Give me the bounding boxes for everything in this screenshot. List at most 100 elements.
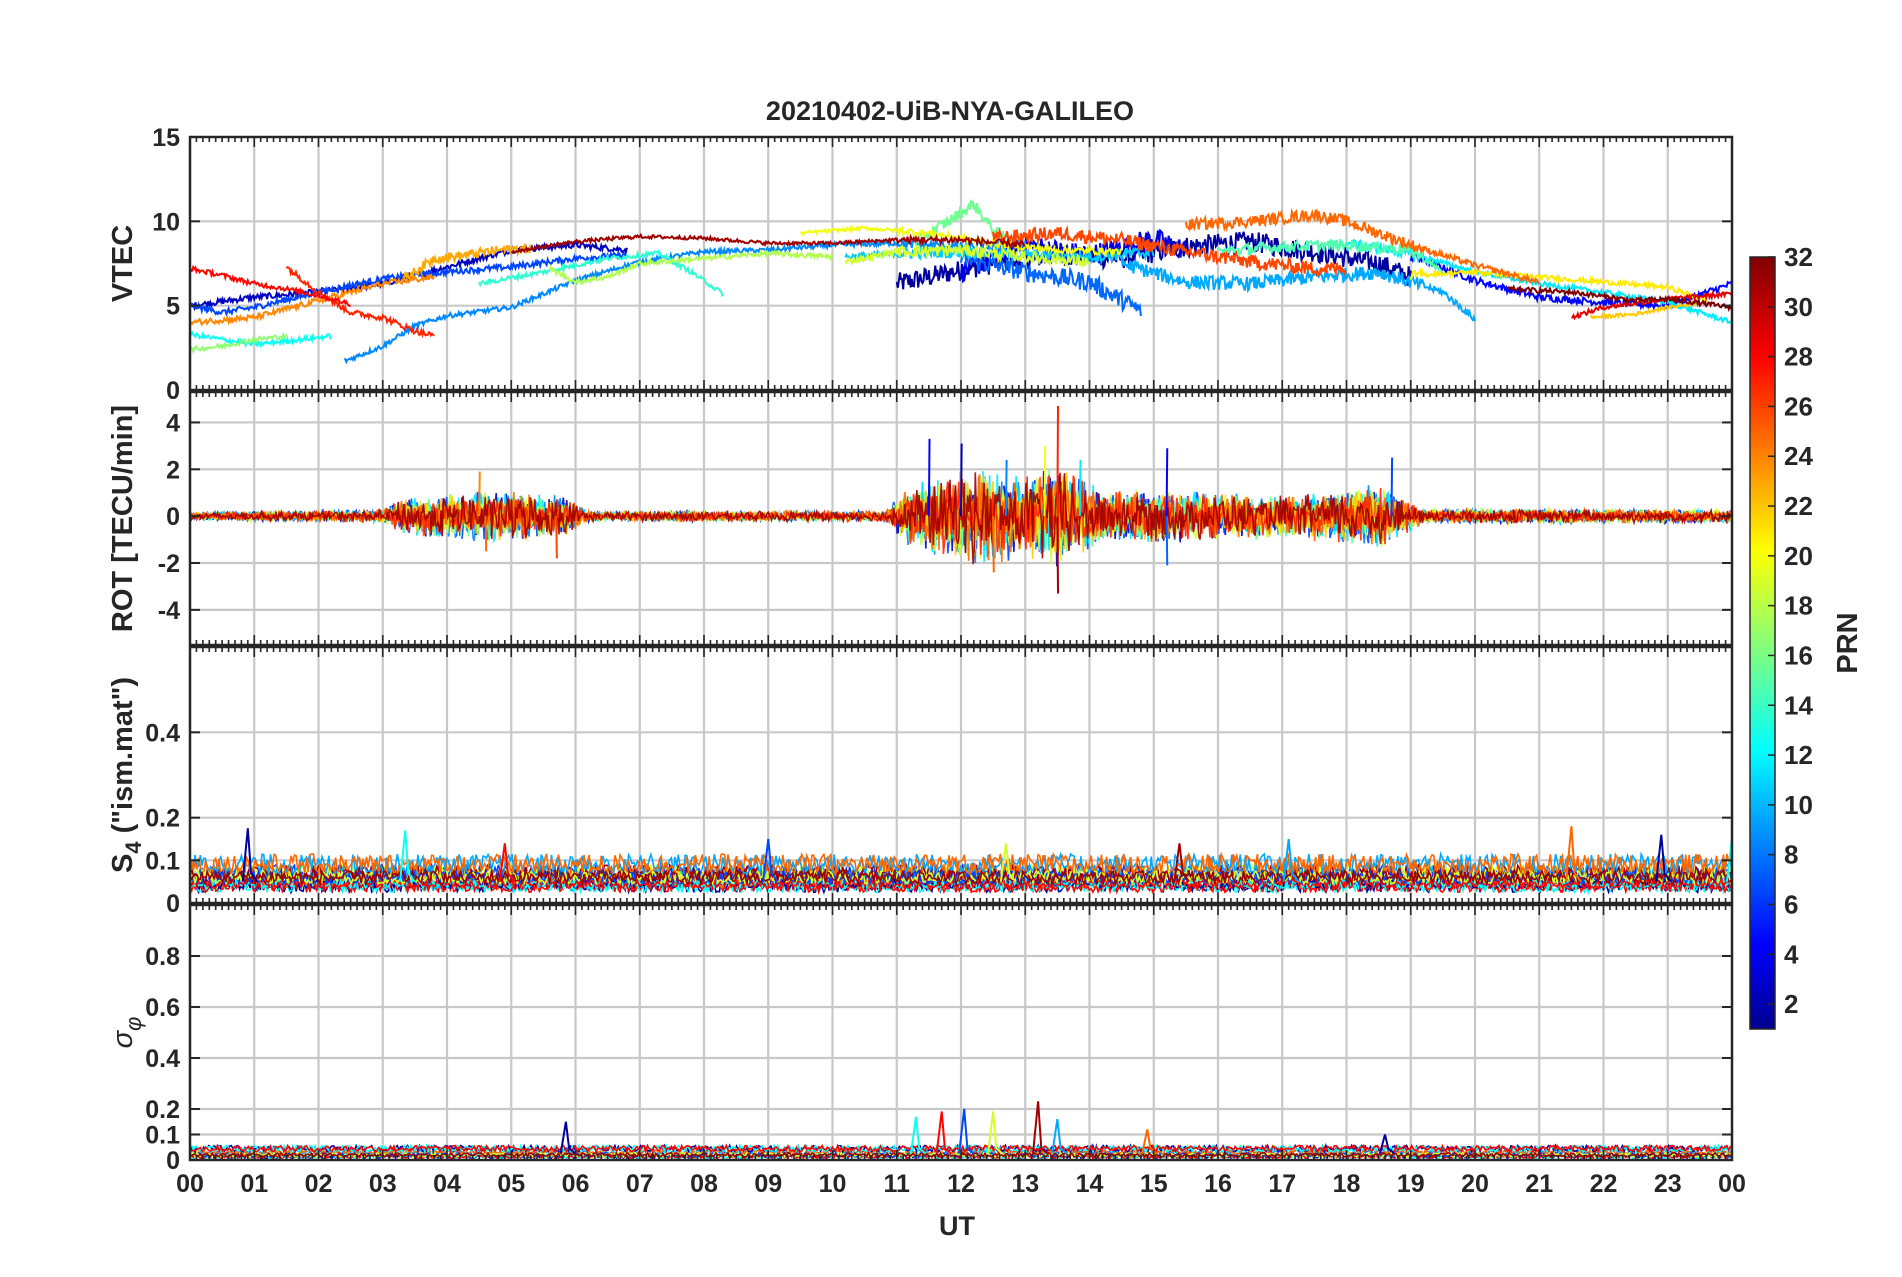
y-axis-label-main: σ <box>107 1029 139 1048</box>
y-tick-label: 0.6 <box>145 994 180 1022</box>
sigma-peak <box>935 1111 953 1155</box>
sigma-peak <box>559 1121 577 1155</box>
rot-spike <box>1390 457 1394 517</box>
sigma-peak <box>1032 1101 1049 1155</box>
y-tick-label: 0.4 <box>145 1045 180 1073</box>
data-rot <box>190 406 1732 594</box>
y-tick-label: 0.2 <box>145 1096 180 1124</box>
panel-sigma: 00.10.2 0.4 0.6 0.8 σφ <box>107 903 1734 1175</box>
colorbar-tick-label: 4 <box>1784 939 1799 969</box>
rot-spike <box>992 516 995 573</box>
vtec-series-prn-17 <box>190 331 288 355</box>
x-tick-label: 17 <box>1268 1170 1296 1198</box>
y-tick-label: 10 <box>152 208 180 236</box>
x-tick-label: 16 <box>1204 1170 1232 1198</box>
vtec-series-prn-18 <box>548 248 833 287</box>
s4-peak <box>399 830 416 883</box>
x-tick-label: 23 <box>1654 1170 1682 1198</box>
rot-spike <box>1078 459 1082 517</box>
rot-spike <box>478 471 481 517</box>
s4-series-prn-10 <box>190 850 1732 878</box>
y-tick-label: 0.1 <box>145 847 180 875</box>
colorbar-tick-label: 24 <box>1784 441 1813 471</box>
y-axis-label-rot: ROT [TECU/min] <box>107 405 139 632</box>
x-tick-label: 01 <box>240 1170 268 1198</box>
x-tick-label: 14 <box>1076 1170 1104 1198</box>
rot-spike <box>1165 448 1169 517</box>
x-tick-label: 06 <box>562 1170 590 1198</box>
y-tick-label: -2 <box>158 550 180 578</box>
vtec-series-prn-21 <box>1409 267 1708 304</box>
y-axis-label-suffix: ("ism.mat") <box>107 677 139 841</box>
rot-spike <box>555 516 558 559</box>
x-tick-label: 10 <box>819 1170 847 1198</box>
y-axis-label-main: S <box>107 854 139 873</box>
x-axis-label: UT <box>939 1211 975 1241</box>
data-s4 <box>190 826 1732 896</box>
x-tick-label: 04 <box>433 1170 461 1198</box>
x-tick-label: 21 <box>1525 1170 1553 1198</box>
x-tick-label: 11 <box>884 1170 911 1198</box>
y-axis-label-sub: 4 <box>121 841 146 854</box>
rot-spike <box>1165 516 1169 566</box>
panel-s4: 00.10.20.4S4 ("ism.mat") <box>107 645 1734 918</box>
colorbar-tick-label: 10 <box>1784 790 1813 820</box>
y-tick-label: 4 <box>166 409 180 437</box>
rot-spike <box>927 438 931 517</box>
colorbar-tick-label: 20 <box>1784 541 1813 571</box>
colorbar-tick-label: 28 <box>1784 342 1813 372</box>
rot-spike <box>1056 406 1060 517</box>
colorbar-tick-label: 14 <box>1784 690 1813 720</box>
vtec-series-prn-3 <box>190 240 628 312</box>
colorbar-tick-label: 2 <box>1784 989 1798 1019</box>
s4-peak <box>1173 843 1190 883</box>
x-tick-label: 02 <box>305 1170 333 1198</box>
y-tick-label: 0.8 <box>145 943 180 971</box>
s4-series-prn-31 <box>190 867 1732 887</box>
x-tick-label: 13 <box>1011 1170 1039 1198</box>
s4-peak <box>1565 826 1582 883</box>
x-tick-label: 22 <box>1590 1170 1618 1198</box>
colorbar-tick-label: 22 <box>1784 491 1813 521</box>
sigma-peak <box>958 1108 975 1155</box>
colorbar-tick-label: 18 <box>1784 591 1813 621</box>
s4-peak <box>498 843 516 883</box>
s4-peak <box>241 828 259 883</box>
y-tick-label: 0.1 <box>145 1122 180 1150</box>
vtec-series-prn-8 <box>960 248 1142 317</box>
y-tick-label: 0 <box>166 377 180 405</box>
x-tick-label: 08 <box>690 1170 718 1198</box>
x-tick-label: 15 <box>1140 1170 1168 1198</box>
rot-spike <box>1043 445 1047 517</box>
colorbar-label: PRN <box>1832 612 1864 673</box>
y-tick-label: 0.4 <box>145 719 180 747</box>
rot-spike <box>1056 516 1060 594</box>
x-tick-labels: 00 01 02 03 04 05 06 07 08 09 10 11 12 13 14 15 16 17 18 19… <box>176 1170 1746 1198</box>
y-axis-label-sigma: σφ <box>107 1017 146 1049</box>
colorbar-tick-label: 30 <box>1784 292 1813 322</box>
x-tick-label: 03 <box>369 1170 397 1198</box>
vtec-series-prn-26 <box>992 225 1347 278</box>
s4-peak <box>999 843 1017 883</box>
s4-peak <box>762 838 779 883</box>
vtec-series-prn-23 <box>401 243 532 283</box>
s4-series-prn-19 <box>190 868 1732 887</box>
x-tick-label: 19 <box>1397 1170 1425 1198</box>
colorbar-tick-label: 26 <box>1784 391 1813 421</box>
sigma-peak <box>987 1111 1004 1155</box>
colorbar-tick-label: 32 <box>1784 242 1813 272</box>
colorbar-tick-label: 16 <box>1784 640 1813 670</box>
vtec-series-prn-29 <box>1571 290 1732 321</box>
colorbar-tick-label: 12 <box>1784 740 1813 770</box>
vtec-series-prn-19 <box>844 243 1091 269</box>
colorbar-tick-label: 6 <box>1784 889 1798 919</box>
x-tick-label: 05 <box>497 1170 525 1198</box>
vtec-series-prn-32 <box>1506 284 1732 313</box>
s4-peak <box>1655 834 1672 883</box>
s4-peak <box>1282 838 1300 883</box>
y-tick-label: 0 <box>166 503 180 531</box>
y-tick-label: 2 <box>166 456 180 484</box>
